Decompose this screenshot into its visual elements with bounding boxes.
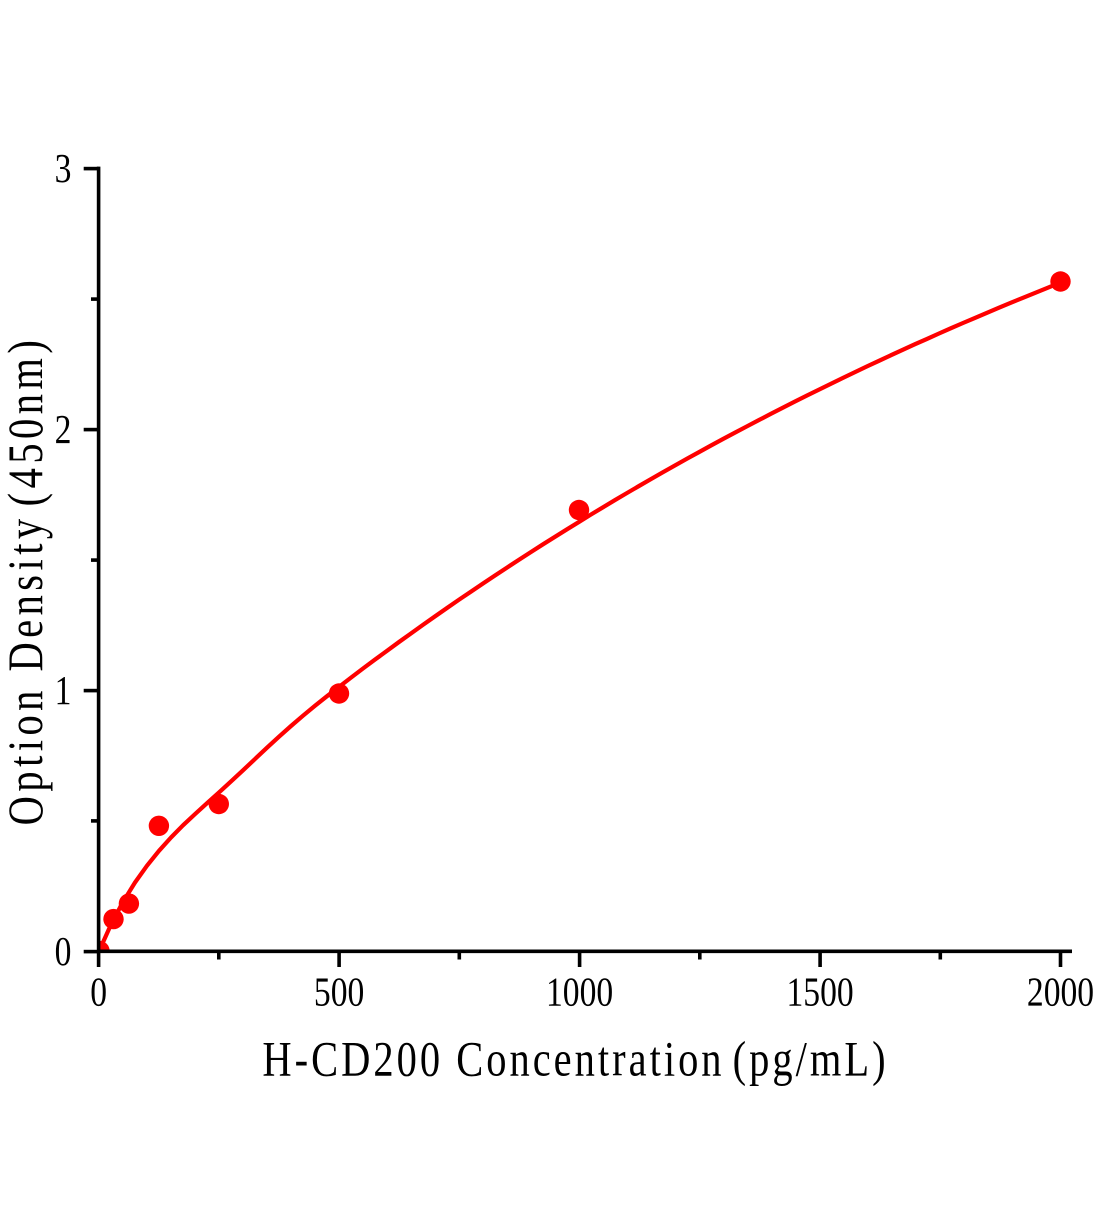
svg-text:1500: 1500 xyxy=(786,971,853,1016)
svg-text:2000: 2000 xyxy=(1027,971,1094,1016)
svg-text:1000: 1000 xyxy=(546,971,613,1016)
svg-text:500: 500 xyxy=(314,971,364,1016)
svg-text:2: 2 xyxy=(55,408,72,453)
svg-text:3: 3 xyxy=(55,147,72,192)
svg-text:H-CD200 Concentration(pg/mL): H-CD200 Concentration (pg/mL) xyxy=(262,1030,888,1086)
svg-text:Option Density(450nm): Option Density(450nm) xyxy=(0,336,53,826)
svg-text:1: 1 xyxy=(55,669,72,714)
svg-text:0: 0 xyxy=(55,930,72,975)
svg-text:0: 0 xyxy=(90,971,107,1016)
